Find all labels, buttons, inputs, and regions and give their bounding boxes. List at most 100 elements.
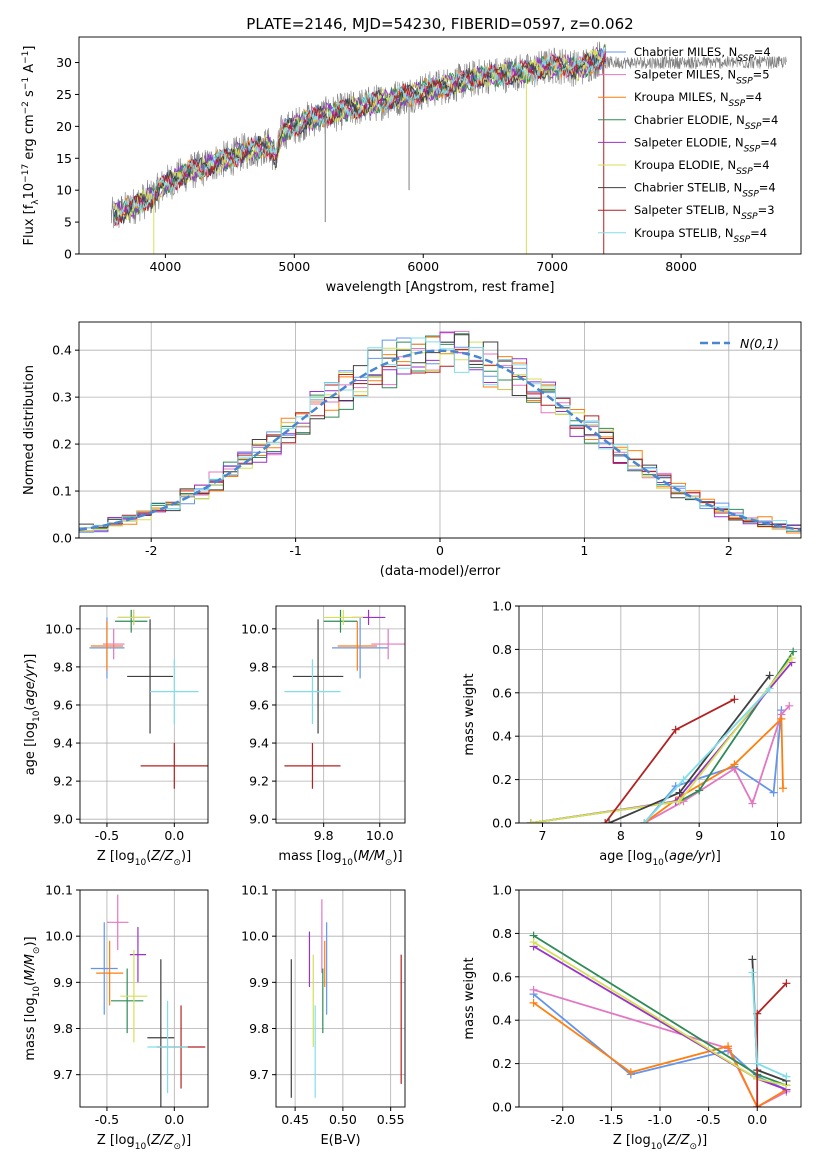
label-part: =4 — [750, 226, 767, 240]
x-tick-label: 10.0 — [366, 828, 394, 843]
label-part: =4 — [759, 181, 776, 195]
y-tick-label: 0 — [64, 247, 72, 262]
plot-area — [79, 330, 801, 534]
label-part: ( — [664, 849, 669, 864]
y-tick-label: 9.7 — [249, 1067, 269, 1082]
label-part: 10 — [342, 858, 354, 868]
x-tick-label: -0.5 — [95, 828, 119, 843]
label-part: λ — [31, 199, 41, 205]
label-part: =4 — [760, 135, 777, 149]
y-tick-label: 20 — [56, 119, 72, 134]
y-tick-label: 10.1 — [241, 883, 269, 898]
label-part: =5 — [753, 68, 770, 82]
weight-marker — [748, 955, 757, 964]
weight-marker — [671, 725, 680, 734]
label-part: 10 — [135, 858, 147, 868]
weight-marker — [789, 647, 798, 656]
label-part: age/yr — [669, 849, 712, 864]
label-part: ( — [662, 1133, 667, 1148]
label-part: ⊙ — [32, 947, 42, 955]
label-part: SSP — [745, 122, 762, 132]
weight-marker — [782, 1072, 791, 1081]
label-part: )] — [181, 849, 191, 864]
label-part: 10 — [651, 1142, 663, 1152]
y-tick-label: 0.4 — [492, 729, 512, 744]
x-axis-label: Z [log10(Z/Z⊙)] — [613, 1133, 707, 1152]
y-axis-label: mass [log10(M/M⊙)] — [23, 936, 42, 1060]
label-part: Chabrier STELIB, N — [634, 181, 742, 195]
x-tick-label: -1 — [289, 543, 301, 558]
plot-area — [526, 647, 798, 823]
y-tick-label: 0.4 — [52, 343, 72, 358]
x-tick-label: 7000 — [536, 259, 568, 274]
panel-mass_vs_Z: -0.5 0.09.79.89.910.010.1Z [log10(Z/Z⊙)]m… — [23, 883, 209, 1152]
label-part: Flux [f — [22, 204, 37, 245]
model-spectrum-1 — [113, 48, 607, 227]
panel-mass_vs_ebv: 0.45 0.50 0.55 9.7 9.8 9.9 10.0 10.1 E(B-V) — [241, 883, 406, 1148]
x-tick-label: 0.45 — [281, 1112, 309, 1127]
y-axis-label: age [log10(age/yr)] — [23, 654, 42, 776]
plot-area — [89, 609, 208, 789]
y-axis-label: Flux [fλ10−17 erg cm−2 s−1 A−1] — [21, 46, 41, 246]
y-tick-label: 9.8 — [249, 1021, 269, 1036]
label-part: =3 — [758, 203, 775, 217]
y-tick-label: 9.9 — [53, 975, 73, 990]
label-part: Kroupa ELODIE, N — [634, 158, 736, 172]
x-tick-label: 6000 — [407, 259, 439, 274]
y-tick-label: 9.6 — [53, 697, 73, 712]
x-tick-label: 0.0 — [164, 1112, 184, 1127]
label-part: Z/Z — [150, 849, 174, 864]
label-part: erg cm — [22, 114, 37, 163]
panel-spectrum: 4000 5000 6000 7000 8000 0 5 10 15 20 25 30 Chabrier… — [21, 36, 802, 295]
label-part: ( — [353, 849, 358, 864]
label-part: SSP — [729, 99, 746, 109]
label-part: 10 — [652, 858, 664, 868]
weight-marker — [748, 799, 757, 808]
label-part: ( — [23, 706, 38, 711]
label-part: 10 — [22, 183, 37, 200]
y-tick-label: 30 — [56, 55, 72, 70]
label-part: Z [log — [97, 1133, 135, 1148]
x-axis-label: age [log10(age/yr)] — [599, 849, 721, 868]
weight-marker — [787, 654, 796, 663]
label-part: ⊙ — [173, 858, 181, 868]
y-tick-label: 0.2 — [52, 437, 72, 452]
label-part: Salpeter STELIB, N — [634, 203, 741, 217]
label-part: mass [log — [278, 849, 341, 864]
label-part: 10 — [135, 1142, 147, 1152]
label-part: Chabrier ELODIE, N — [634, 113, 745, 127]
weight-marker — [529, 938, 538, 947]
label-part: SSP — [736, 167, 753, 177]
label-part: age/yr — [23, 662, 38, 705]
y-tick-label: 10.0 — [241, 929, 269, 944]
x-tick-label: 10 — [770, 828, 786, 843]
label-part: Kroupa STELIB, N — [634, 226, 734, 240]
label-part: ( — [23, 981, 38, 986]
label-part: Z/Z — [666, 1133, 690, 1148]
label-part: −1 — [21, 51, 31, 64]
legend-entry: Kroupa STELIB, NSSP=4 — [634, 226, 767, 245]
y-axis-label: Normed distribution — [22, 365, 37, 495]
y-tick-label: 0.6 — [492, 969, 512, 984]
label-part: SSP — [736, 77, 753, 87]
y-tick-label: 0.0 — [52, 531, 72, 546]
axes-frame — [79, 889, 209, 1108]
weight-marker — [777, 714, 786, 723]
weight-marker — [675, 788, 684, 797]
weight-marker — [769, 788, 778, 797]
label-part: A — [22, 64, 37, 77]
legend-entry: Chabrier STELIB, NSSP=4 — [634, 181, 776, 200]
weight-line-1 — [643, 705, 790, 823]
label-part: ⊙ — [689, 1142, 697, 1152]
weight-marker — [675, 797, 684, 806]
y-axis-label: mass weight — [462, 673, 477, 755]
label-part: )] — [23, 936, 38, 946]
weight-marker — [778, 784, 787, 793]
model-spectrum-4 — [113, 46, 607, 219]
axes-frame — [79, 605, 209, 824]
legend-entry: Salpeter ELODIE, NSSP=4 — [634, 135, 777, 154]
label-part: =4 — [761, 113, 778, 127]
weight-line-8 — [643, 687, 771, 823]
y-tick-label: 0.8 — [492, 926, 512, 941]
label-part: s — [22, 90, 37, 101]
